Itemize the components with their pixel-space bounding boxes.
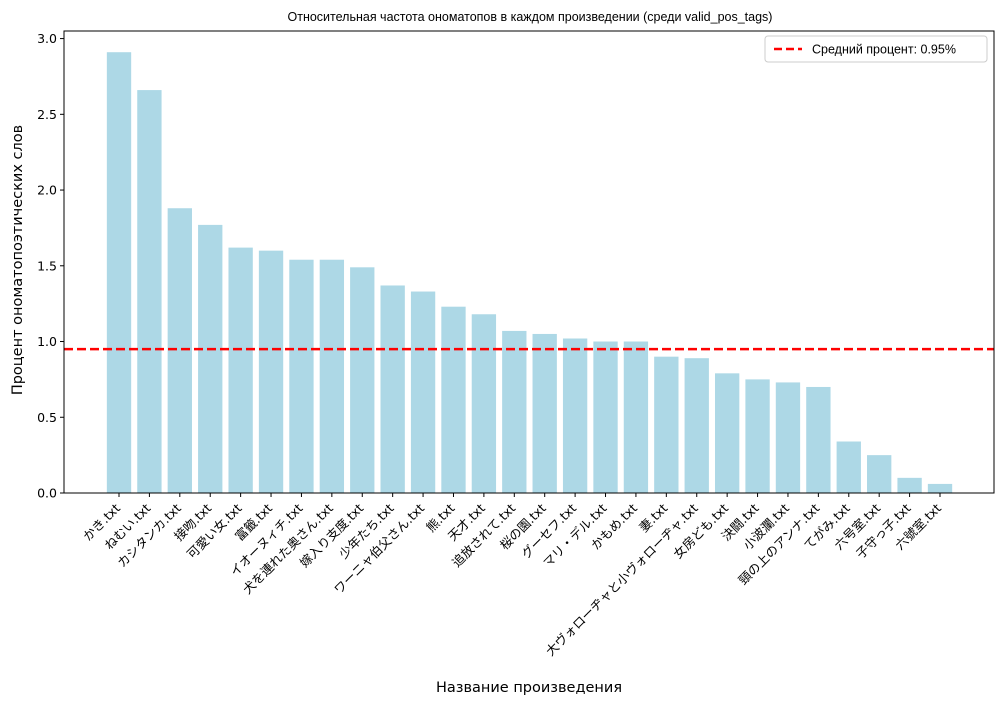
bar (106, 52, 132, 494)
bar (137, 90, 162, 493)
bar (654, 356, 679, 493)
bar (623, 341, 649, 493)
bar (380, 285, 405, 493)
x-axis-label: Название произведения (436, 680, 622, 696)
bar (684, 358, 709, 493)
bar (532, 333, 557, 493)
bar (867, 455, 892, 493)
bar (806, 386, 831, 493)
bar (410, 291, 436, 493)
bars-group (106, 52, 953, 494)
plot-frame (63, 30, 995, 494)
y-tick-label: 3.0 (37, 31, 57, 46)
bar (745, 379, 770, 493)
y-tick-label: 1.0 (37, 334, 57, 349)
y-axis-label: Процент ономатопоэтических слов (10, 125, 26, 395)
bar (289, 259, 314, 493)
bar (228, 247, 253, 493)
y-tick-label: 2.5 (37, 107, 57, 122)
legend-label: Средний процент: 0.95% (812, 43, 956, 57)
y-tick-label: 0.5 (37, 410, 57, 425)
bar (714, 373, 740, 493)
y-tick-label: 1.5 (37, 258, 57, 273)
y-tick-label: 0.0 (37, 486, 57, 501)
legend: Средний процент: 0.95% (764, 35, 988, 63)
chart-title: Относительная частота ономатопов в каждо… (288, 10, 773, 24)
bar (198, 224, 223, 493)
bar (350, 267, 375, 493)
bar (471, 314, 497, 493)
y-tick-label: 2.0 (37, 183, 57, 198)
y-axis: 0.0 0.5 1.0 1.5 2.0 2.5 3.0 (37, 31, 64, 501)
bar (319, 259, 345, 493)
bar (836, 441, 861, 493)
legend-box (764, 35, 988, 63)
bar (502, 330, 527, 493)
bar (441, 306, 466, 493)
bar (167, 208, 192, 494)
x-axis: かき.txtねむい.txtカシタンカ.txt接吻.txt可愛い女.txt富籤.t… (80, 493, 944, 659)
bar (562, 338, 588, 493)
bar (258, 250, 284, 493)
bar (593, 341, 618, 493)
bar (927, 483, 953, 493)
bar (897, 477, 922, 493)
bar (775, 382, 801, 493)
